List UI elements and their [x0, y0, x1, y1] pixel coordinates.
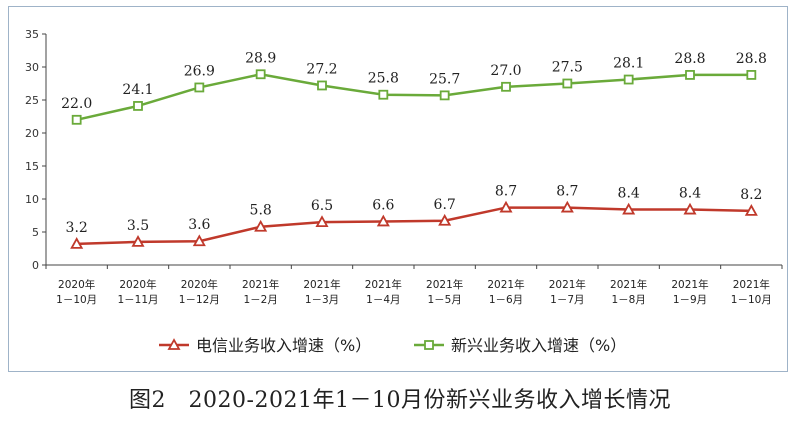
- data-label: 8.7: [495, 184, 517, 200]
- data-label: 8.4: [679, 186, 701, 202]
- x-tick-label: 1－6月: [489, 294, 523, 306]
- x-tick-label: 1－12月: [179, 294, 220, 306]
- data-label: 8.2: [740, 187, 762, 203]
- data-point: [315, 215, 329, 228]
- data-label: 6.7: [434, 197, 456, 213]
- x-tick-label: 2021年: [426, 278, 463, 291]
- x-tick-label: 2021年: [671, 278, 708, 291]
- data-label: 6.6: [372, 197, 394, 213]
- x-tick-label: 2020年: [119, 278, 156, 291]
- data-point: [194, 82, 205, 93]
- y-tick-label: 35: [25, 28, 39, 41]
- data-point: [131, 235, 145, 247]
- x-tick-label: 2021年: [549, 278, 586, 291]
- data-label: 26.9: [184, 63, 215, 79]
- data-point: [71, 114, 82, 125]
- data-point: [744, 204, 758, 216]
- x-tick-label: 1－10月: [56, 294, 97, 306]
- data-label: 28.9: [245, 50, 276, 66]
- data-point: [133, 101, 143, 111]
- data-label: 3.2: [66, 220, 88, 236]
- x-tick-label: 1－5月: [427, 294, 461, 306]
- data-label: 25.7: [429, 71, 460, 87]
- x-tick-label: 1－10月: [731, 294, 772, 306]
- data-label: 24.1: [122, 82, 153, 98]
- y-tick-label: 0: [32, 259, 39, 272]
- data-label: 8.4: [618, 186, 640, 202]
- data-label: 6.5: [311, 198, 333, 214]
- x-tick-label: 2021年: [303, 278, 340, 291]
- x-tick-label: 2021年: [487, 278, 524, 291]
- data-point: [622, 202, 636, 215]
- data-point: [501, 81, 511, 92]
- x-tick-label: 1－4月: [366, 294, 400, 306]
- data-label: 8.7: [556, 184, 578, 200]
- x-tick-label: 1－8月: [611, 294, 645, 306]
- data-point: [255, 69, 266, 80]
- x-tick-label: 1－7月: [550, 294, 584, 306]
- y-tick-label: 20: [25, 127, 39, 140]
- data-point: [623, 74, 634, 85]
- data-label: 28.8: [674, 51, 705, 67]
- y-tick-label: 5: [32, 226, 39, 239]
- x-tick-label: 2021年: [610, 278, 647, 291]
- data-point: [499, 200, 513, 213]
- data-label: 27.0: [490, 63, 521, 79]
- chart-frame: 0 5 10 15 20 25 30 35 2020年 1－10月 2020年 1－11月 2020年 1…: [8, 6, 788, 372]
- x-tick-label: 1－3月: [305, 294, 339, 306]
- x-tick-label: 1－9月: [673, 294, 707, 306]
- legend-label: 电信业务收入增速（%）: [196, 336, 371, 355]
- x-tick-label: 2021年: [242, 278, 279, 291]
- legend-label: 新兴业务收入增速（%）: [451, 336, 626, 355]
- data-label: 28.1: [613, 56, 644, 72]
- data-point: [70, 237, 84, 249]
- y-tick-label: 15: [25, 160, 39, 173]
- data-point: [560, 200, 574, 213]
- x-tick-label: 2021年: [365, 278, 402, 291]
- x-tick-label: 2020年: [58, 278, 95, 291]
- x-tick-label: 2021年: [733, 278, 770, 291]
- data-label: 27.5: [552, 60, 583, 76]
- data-point: [192, 234, 206, 247]
- x-tick-label: 1－2月: [243, 294, 277, 306]
- data-label: 5.8: [250, 203, 272, 219]
- data-label: 3.6: [188, 217, 210, 233]
- data-point: [254, 219, 268, 232]
- data-point: [378, 89, 389, 100]
- y-tick-label: 30: [25, 61, 39, 74]
- x-tick-label: 1－11月: [117, 294, 158, 306]
- line-chart: 0 5 10 15 20 25 30 35 2020年 1－10月 2020年 1－11月 2020年 1…: [25, 28, 783, 355]
- data-point: [439, 90, 450, 101]
- data-point: [746, 70, 757, 80]
- chart-title: 图2 2020-2021年1－10月份新兴业务收入增长情况: [129, 388, 671, 413]
- y-tick-label: 25: [25, 94, 39, 107]
- data-point: [685, 70, 695, 80]
- series-line-1: [76, 206, 752, 246]
- data-label: 3.5: [127, 218, 149, 234]
- data-point: [683, 202, 697, 215]
- legend-marker: [424, 340, 434, 350]
- data-label: 25.8: [368, 71, 399, 87]
- y-tick-label: 10: [25, 193, 39, 206]
- data-label: 22.0: [61, 96, 92, 112]
- data-label: 27.2: [306, 61, 337, 77]
- data-point: [317, 80, 327, 91]
- x-tick-label: 2020年: [181, 278, 218, 291]
- legend-marker: [167, 338, 181, 350]
- series-line-2: [76, 72, 752, 122]
- data-point: [562, 78, 573, 89]
- data-label: 28.8: [736, 51, 767, 67]
- data-point: [376, 214, 390, 227]
- data-point: [438, 213, 452, 226]
